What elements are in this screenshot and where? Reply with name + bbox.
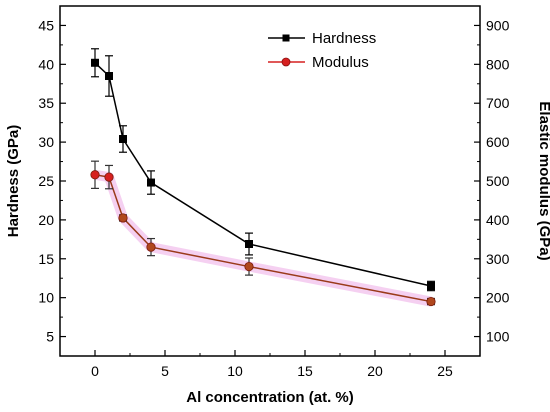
series-layer xyxy=(90,48,436,307)
x-tick-label-2: 10 xyxy=(227,363,243,379)
x-axis-title: Al concentration (at. %) xyxy=(186,389,354,406)
y-right-tick-label-0: 100 xyxy=(486,329,510,345)
y-right-tick-label-5: 600 xyxy=(486,134,510,150)
y-left-tick-label-8: 45 xyxy=(38,17,54,33)
point-hardness-4 xyxy=(245,240,253,248)
point-hardness-1 xyxy=(105,72,113,80)
y-left-tick-label-6: 35 xyxy=(38,95,54,111)
point-modulus-1 xyxy=(104,172,114,182)
y-left-tick-label-5: 30 xyxy=(38,134,54,150)
y-right-tick-label-6: 700 xyxy=(486,95,510,111)
legend-hardness-marker xyxy=(282,34,290,42)
y-left-tick-label-2: 15 xyxy=(38,251,54,267)
y-right-tick-label-7: 800 xyxy=(486,56,510,72)
x-tick-label-4: 20 xyxy=(367,363,383,379)
legend: Hardness Modulus xyxy=(268,30,376,71)
series-hardness-line xyxy=(94,62,432,287)
y-right-tick-label-1: 200 xyxy=(486,290,510,306)
ticks-layer: 0 5 10 15 20 25 5 10 15 20 25 30 35 40 45 100 200 300 400 5… xyxy=(38,5,510,379)
x-tick-label-5: 25 xyxy=(437,363,453,379)
point-hardness-3 xyxy=(147,178,155,187)
y-left-tick-label-4: 25 xyxy=(38,173,54,189)
point-modulus-4 xyxy=(244,261,254,272)
series-modulus xyxy=(90,160,436,307)
legend-item-modulus: Modulus xyxy=(268,54,369,71)
y-right-tick-label-3: 400 xyxy=(486,212,510,228)
point-hardness-0 xyxy=(91,58,99,67)
series-hardness xyxy=(91,48,435,292)
point-hardness-2 xyxy=(119,135,127,143)
point-modulus-0 xyxy=(90,170,100,180)
point-modulus-2 xyxy=(118,213,128,223)
y-right-tick-label-4: 500 xyxy=(486,173,510,189)
legend-modulus-label: Modulus xyxy=(312,54,369,71)
series-modulus-highlight xyxy=(94,169,432,307)
x-tick-label-0: 0 xyxy=(91,363,99,379)
point-modulus-5 xyxy=(426,296,436,307)
legend-modulus-marker xyxy=(281,57,291,67)
y-left-tick-label-7: 40 xyxy=(38,56,54,72)
x-tick-label-3: 15 xyxy=(297,363,313,379)
x-tick-label-1: 5 xyxy=(161,363,169,379)
y-axis-left-title: Hardness (GPa) xyxy=(5,125,22,238)
y-left-tick-label-1: 10 xyxy=(38,290,54,306)
point-modulus-3 xyxy=(146,242,156,252)
y-left-tick-label-3: 20 xyxy=(38,212,54,228)
legend-item-hardness: Hardness xyxy=(268,30,376,47)
y-left-tick-label-0: 5 xyxy=(46,329,54,345)
legend-hardness-label: Hardness xyxy=(312,30,376,47)
point-hardness-5 xyxy=(427,282,435,290)
y-right-tick-label-2: 300 xyxy=(486,251,510,267)
y-axis-right-title: Elastic modulus (GPa) xyxy=(536,101,550,260)
y-right-tick-label-8: 900 xyxy=(486,17,510,33)
